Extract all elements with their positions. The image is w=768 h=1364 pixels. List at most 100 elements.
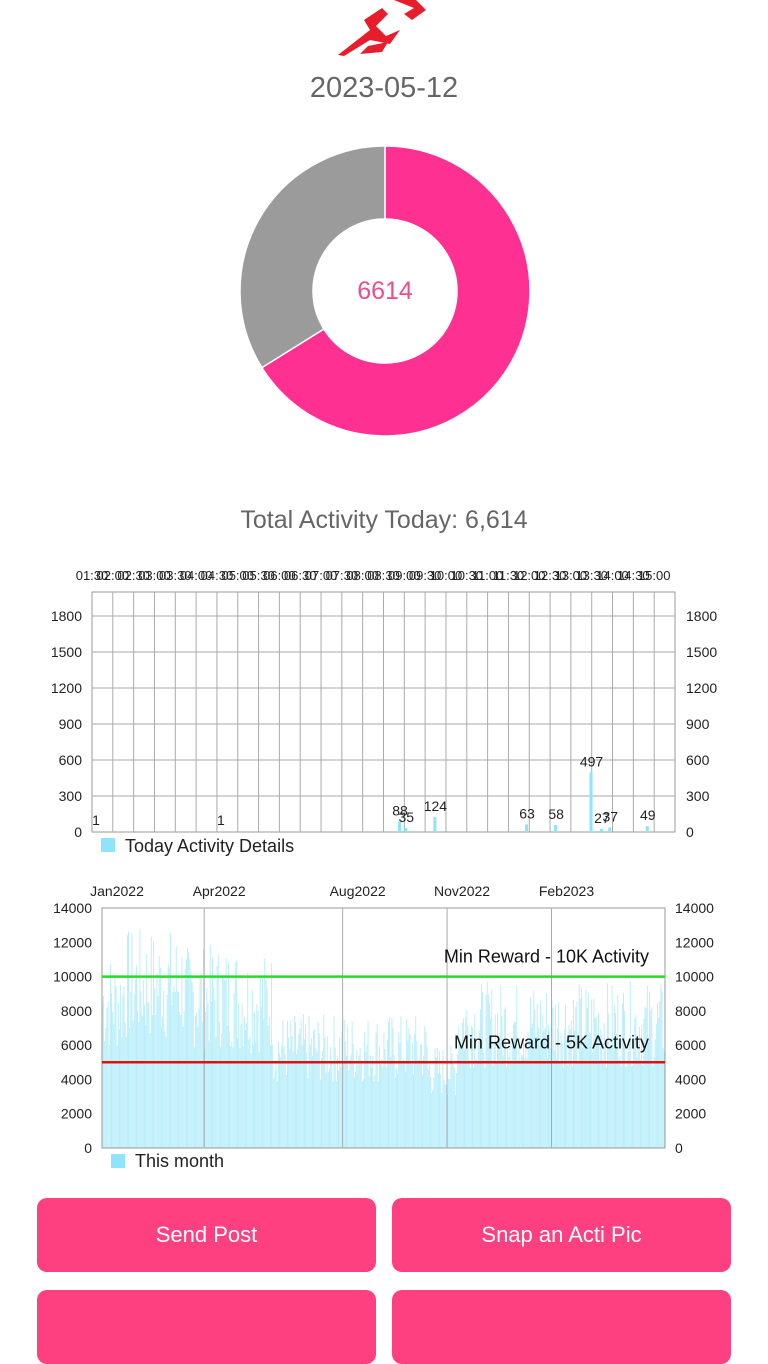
chart2-bar <box>506 1066 507 1148</box>
chart2-bar <box>581 987 582 1148</box>
chart2-bar <box>520 1055 522 1148</box>
chart2-bar <box>298 1034 300 1148</box>
chart2-bar <box>151 1014 153 1148</box>
chart1-legend-label: Today Activity Details <box>125 836 294 856</box>
chart2-bar <box>341 1031 343 1148</box>
chart2-bar <box>534 1009 536 1148</box>
chart2-bar <box>238 1002 240 1148</box>
chart2-bar <box>517 1060 519 1148</box>
chart2-bar <box>279 1052 280 1148</box>
chart2-bar <box>209 945 211 1148</box>
send-post-button[interactable]: Send Post <box>37 1198 376 1272</box>
chart2-bar <box>600 1029 602 1148</box>
chart1-xtick-label: 01:30 <box>76 568 109 583</box>
chart2-bar <box>305 1025 307 1148</box>
chart2-bar <box>131 933 133 1148</box>
chart2-bar <box>629 981 631 1148</box>
chart2-bar <box>227 962 229 1148</box>
chart2-bar <box>149 1033 151 1148</box>
chart2-bar <box>377 1081 379 1148</box>
chart2-bar <box>191 982 193 1148</box>
chart2-bar <box>492 1066 494 1148</box>
chart2-bar <box>239 1047 241 1148</box>
chart2-bar <box>655 1024 657 1148</box>
chart2-bar <box>105 1028 107 1148</box>
chart2-bar <box>642 1065 644 1148</box>
chart2-bar <box>364 1031 366 1148</box>
chart2-ytick-left: 0 <box>84 1140 92 1156</box>
chart1-xtick-label: 07:30 <box>326 568 359 583</box>
bottom-right-button[interactable] <box>392 1290 731 1364</box>
chart2-bar <box>162 1016 164 1148</box>
chart2-bar <box>486 981 488 1148</box>
chart2-bar <box>317 1021 319 1148</box>
chart2-bar <box>214 1000 216 1148</box>
bottom-left-button[interactable] <box>37 1290 376 1364</box>
chart2-bar <box>495 1062 497 1148</box>
chart2-bar <box>158 955 160 1148</box>
chart2-bar <box>568 1024 570 1148</box>
chart2-bar <box>384 1049 386 1148</box>
chart1-xtick-label: 14:30 <box>617 568 650 583</box>
chart2-bar <box>163 990 165 1148</box>
chart2-bar <box>220 1047 221 1148</box>
chart2-bar <box>658 1017 660 1148</box>
chart2-bar <box>318 1033 320 1148</box>
chart2-bar <box>164 1031 166 1148</box>
chart2-bar <box>587 992 589 1148</box>
chart2-bar <box>478 1030 480 1148</box>
chart2-bar <box>378 1046 380 1148</box>
chart2-ytick-left: 12000 <box>53 934 92 950</box>
chart2-ytick-left: 2000 <box>61 1106 92 1122</box>
chart2-bar <box>649 991 651 1148</box>
runner-logo-icon <box>330 0 440 60</box>
chart2-bar <box>266 988 268 1148</box>
chart2-bar <box>201 1021 203 1148</box>
chart2-bar <box>307 1078 309 1148</box>
chart2-ytick-right: 2000 <box>675 1106 706 1122</box>
chart2-bar <box>560 1033 562 1148</box>
chart2-bar <box>567 1065 569 1148</box>
chart2-bar <box>313 1031 315 1148</box>
chart2-bar <box>325 1072 327 1148</box>
chart1-xtick-label: 07:00 <box>305 568 338 583</box>
chart2-bar <box>596 1037 598 1148</box>
chart2-bar <box>519 1060 521 1148</box>
chart2-bar <box>645 1007 647 1148</box>
chart2-bar <box>292 1051 294 1148</box>
chart2-bar <box>509 1039 511 1148</box>
chart1-xtick-label: 12:30 <box>534 568 567 583</box>
chart2-bar <box>441 1093 443 1148</box>
chart2-bar <box>616 1033 618 1148</box>
snap-acti-pic-button[interactable]: Snap an Acti Pic <box>392 1198 731 1272</box>
chart2-bar <box>171 1005 173 1148</box>
chart1-bar <box>433 817 437 832</box>
chart2-bar <box>392 1027 394 1148</box>
chart2-bar <box>137 1010 139 1148</box>
chart2-bar <box>217 955 219 1148</box>
chart2-bar <box>628 1042 630 1148</box>
chart2-bar <box>483 1053 485 1148</box>
chart2-ytick-left: 8000 <box>61 1003 92 1019</box>
chart1-xtick-label: 10:00 <box>430 568 463 583</box>
chart1-xtick-label: 15:00 <box>638 568 671 583</box>
chart2-bar <box>167 964 169 1148</box>
chart1-xtick-label: 13:30 <box>575 568 608 583</box>
chart2-bar <box>159 967 161 1148</box>
chart2-bar <box>327 1071 329 1148</box>
chart2-bar <box>333 1016 335 1148</box>
chart2-bar <box>619 1056 621 1148</box>
chart2-bar <box>386 1039 388 1148</box>
chart2-bar <box>284 1054 286 1148</box>
chart2-bar <box>221 1033 223 1148</box>
chart2-bar <box>468 1059 470 1148</box>
chart2-bar <box>157 996 159 1148</box>
chart2-threshold-label: Min Reward - 5K Activity <box>454 1032 649 1052</box>
chart2-bar <box>146 954 148 1148</box>
chart2-bar <box>385 1067 387 1148</box>
chart2-bar <box>299 1028 301 1148</box>
chart2-bar <box>187 947 189 1148</box>
chart2-bar <box>601 1034 603 1148</box>
chart1-bar <box>397 821 401 832</box>
chart2-threshold-label: Min Reward - 10K Activity <box>444 947 649 967</box>
